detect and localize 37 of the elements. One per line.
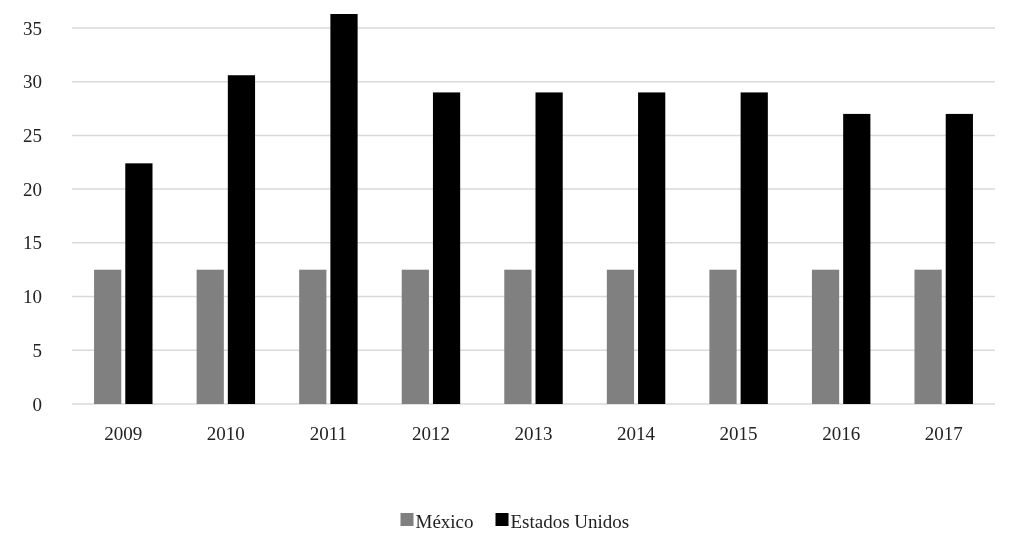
y-tick-label: 30 — [23, 71, 42, 93]
bar — [914, 269, 942, 404]
bar — [125, 163, 153, 404]
x-tick-label: 2015 — [719, 423, 758, 444]
bar — [740, 92, 768, 404]
x-tick-label: 2011 — [309, 423, 348, 444]
x-tick-label: 2009 — [104, 423, 143, 444]
bar — [535, 92, 563, 404]
y-tick-label: 0 — [32, 393, 42, 415]
legend-label: México — [415, 510, 474, 532]
bar — [196, 269, 224, 404]
y-tick-label: 15 — [23, 232, 42, 254]
x-tick-label: 2013 — [514, 423, 553, 444]
y-tick-label: 5 — [32, 339, 42, 361]
legend-label: Estados Unidos — [510, 510, 630, 532]
bar — [504, 269, 532, 404]
bar — [638, 92, 666, 404]
x-tick-label: 2012 — [411, 423, 450, 444]
bar — [94, 269, 122, 404]
bar — [843, 113, 871, 404]
bar — [299, 269, 327, 404]
bar — [401, 269, 429, 404]
bar — [811, 269, 840, 404]
x-tick-label: 2017 — [924, 423, 963, 444]
bar — [330, 14, 358, 404]
x-tick-label: 2014 — [617, 423, 656, 444]
y-tick-label: 20 — [23, 178, 42, 200]
x-tick-label: 2016 — [822, 423, 861, 444]
bar — [432, 92, 461, 404]
bar — [606, 269, 635, 404]
y-tick-label: 25 — [23, 125, 42, 147]
bar — [945, 113, 973, 404]
bar — [709, 269, 737, 404]
y-tick-label: 35 — [23, 17, 42, 39]
x-tick-label: 2010 — [206, 423, 245, 444]
y-tick-label: 10 — [23, 286, 42, 308]
bar — [227, 75, 256, 404]
